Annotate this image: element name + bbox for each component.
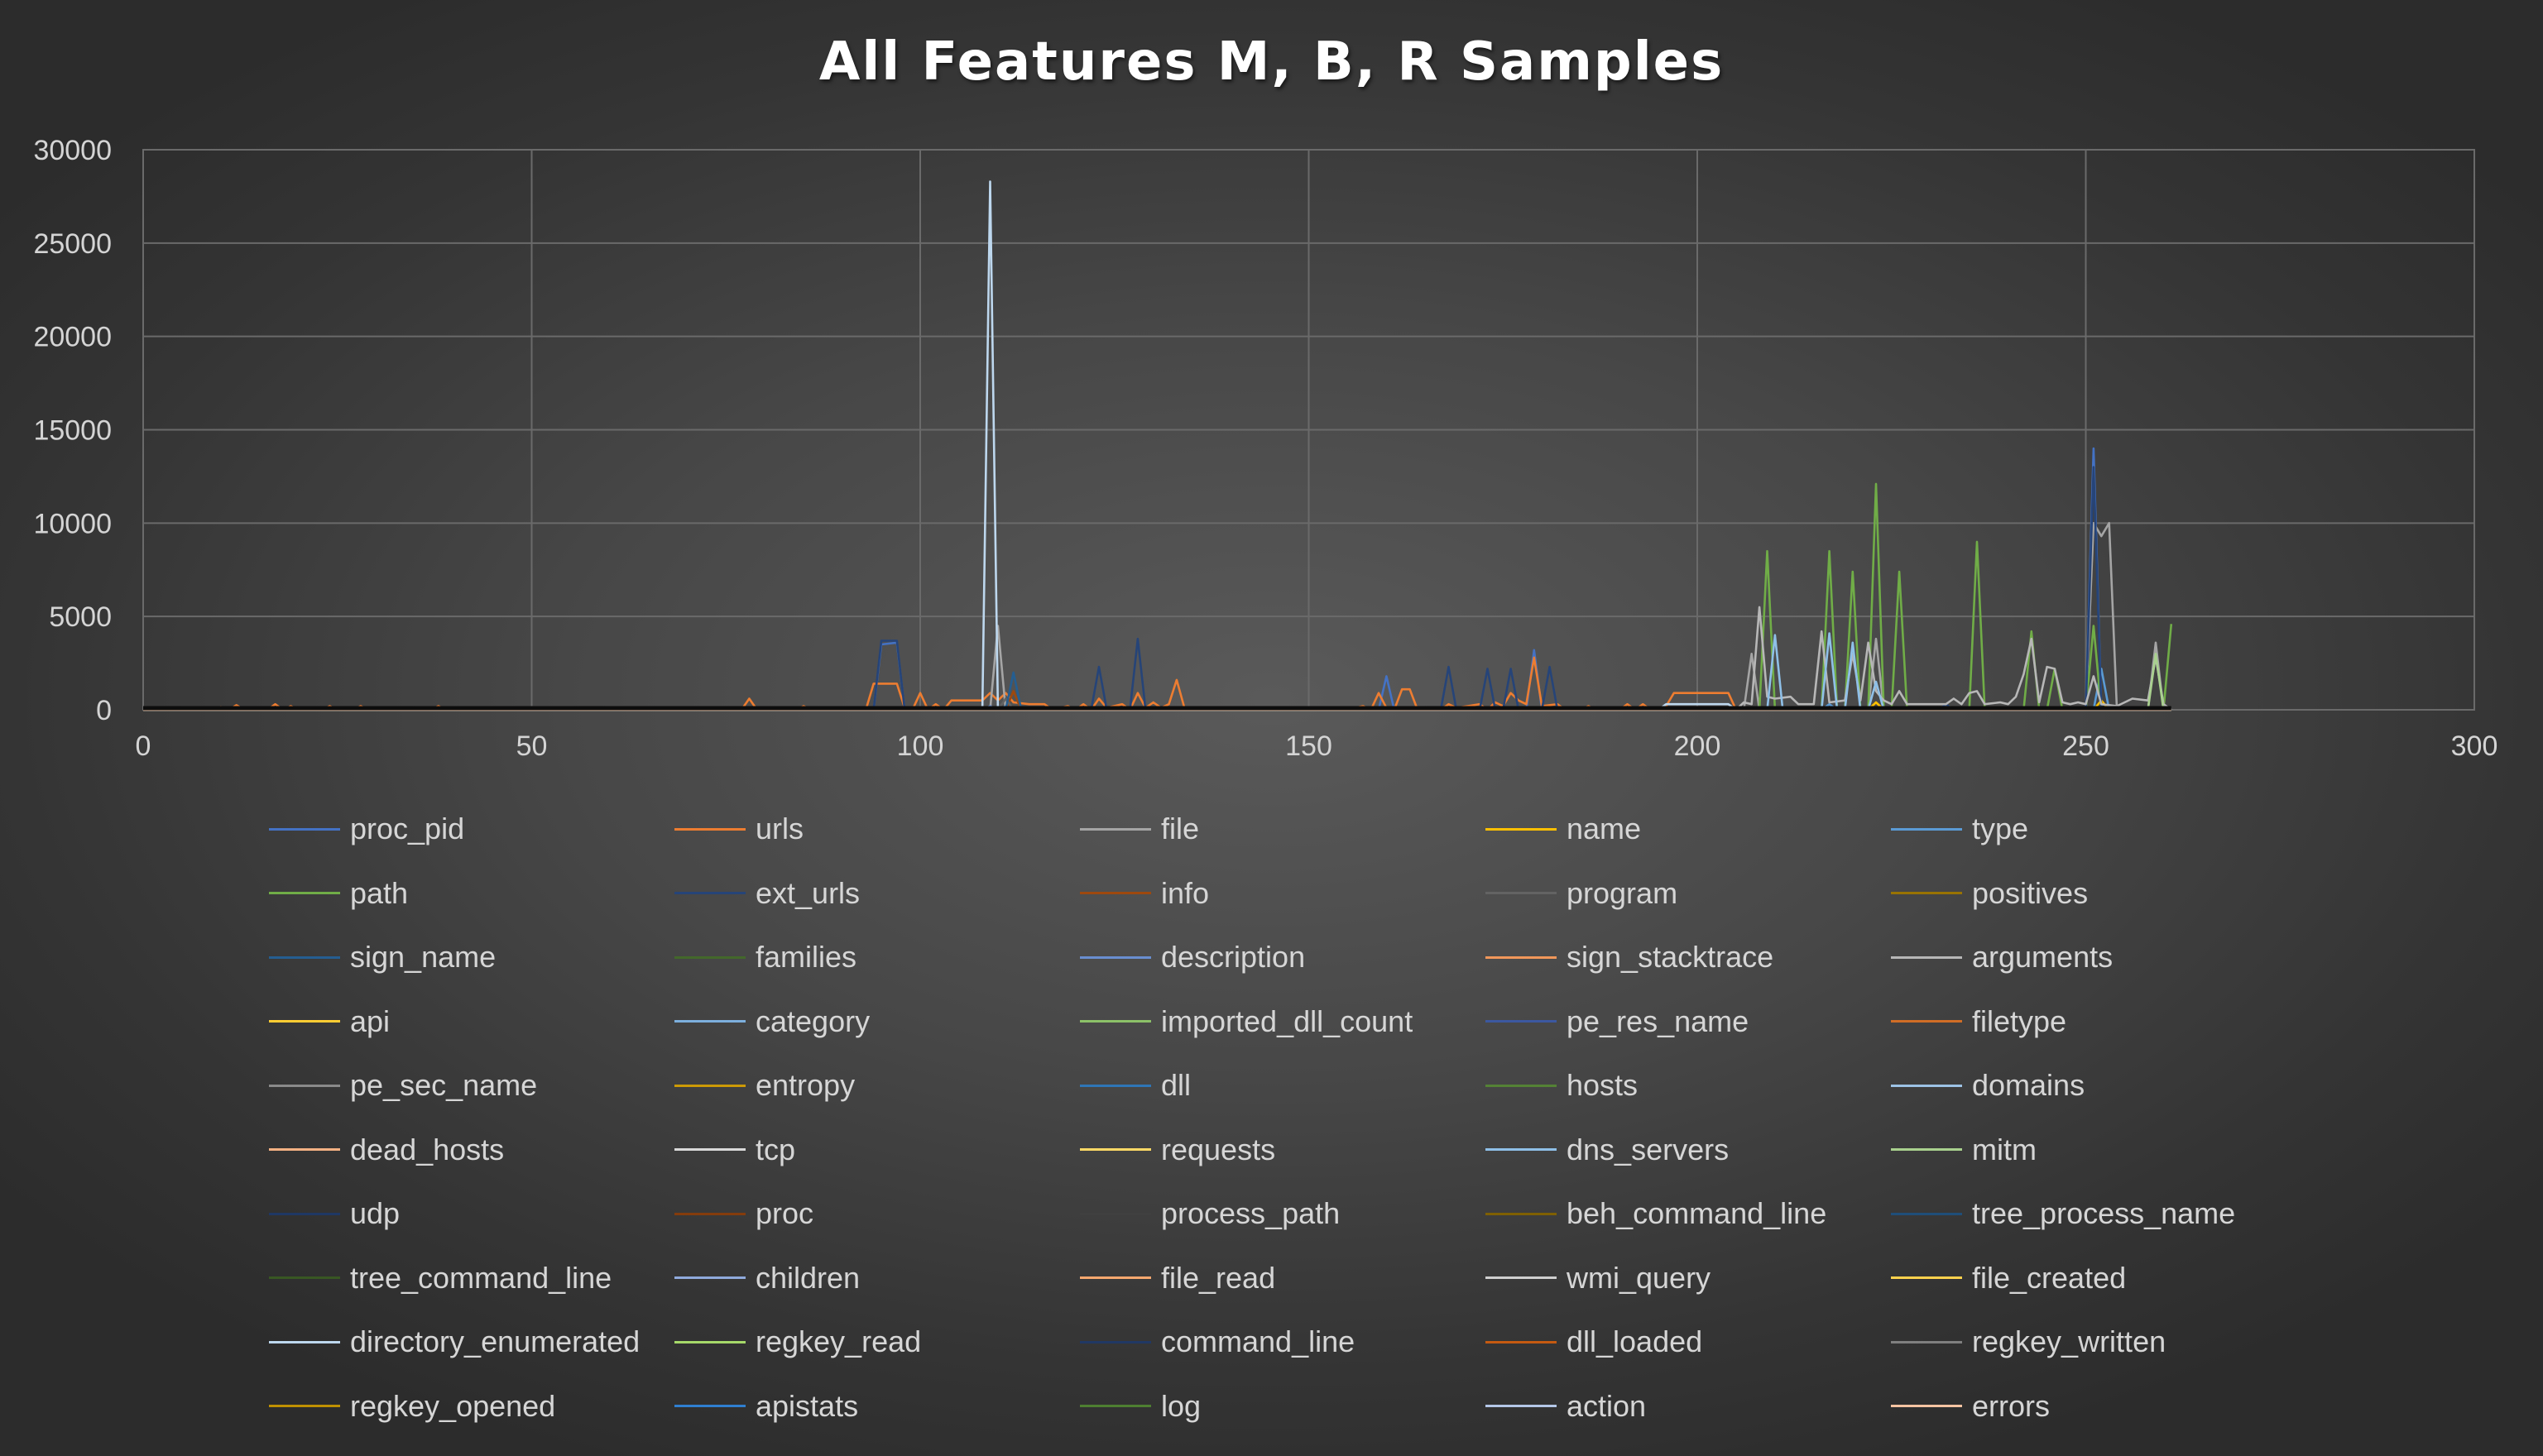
x-tick-label: 100 <box>897 730 944 762</box>
series-line-ext-urls <box>143 466 2171 711</box>
y-tick-label: 0 <box>96 695 112 726</box>
series-line-urls <box>143 656 2171 711</box>
series-line-arguments <box>143 606 2172 711</box>
y-tick-label: 5000 <box>49 601 112 633</box>
series-line-mitm <box>143 652 2171 711</box>
grid-lines <box>142 149 2475 711</box>
series-line-directory-enumerated <box>143 180 2171 711</box>
y-tick-label: 10000 <box>33 508 112 539</box>
x-tick-label: 300 <box>2451 730 2498 762</box>
x-tick-label: 150 <box>1285 730 1332 762</box>
x-tick-label: 50 <box>516 730 548 762</box>
series-line-proc-pid <box>143 447 2171 711</box>
x-tick-label: 0 <box>136 730 151 762</box>
axes: 0 5000 10000 15000 20000 25000 30000 0 50 100 150 2… <box>33 135 2497 762</box>
x-tick-label: 200 <box>1674 730 1721 762</box>
series-line-type <box>143 668 2171 711</box>
series-lines <box>143 180 2173 711</box>
series-line-path <box>143 482 2173 711</box>
y-tick-label: 20000 <box>33 322 112 353</box>
y-tick-label: 25000 <box>33 228 112 260</box>
y-tick-label: 15000 <box>33 415 112 447</box>
chart-title: All Features M, B, R Samples <box>818 31 1725 93</box>
y-tick-label: 30000 <box>33 135 112 166</box>
x-tick-label: 250 <box>2062 730 2109 762</box>
